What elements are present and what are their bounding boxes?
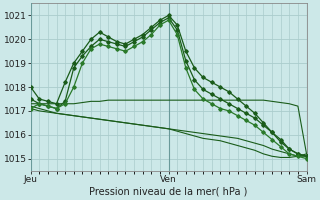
X-axis label: Pression niveau de la mer( hPa ): Pression niveau de la mer( hPa ) [89,187,248,197]
